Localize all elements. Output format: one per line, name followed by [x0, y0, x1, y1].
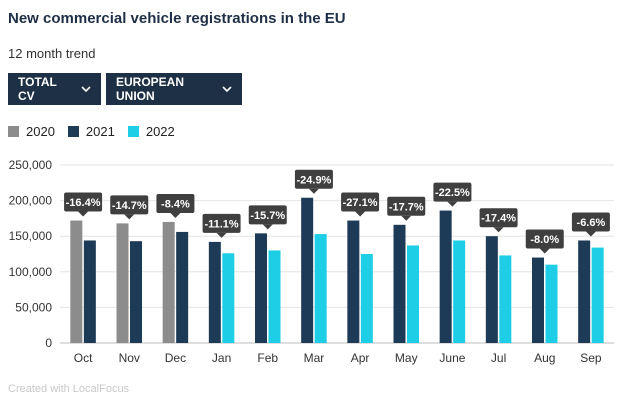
bar-2022-mar[interactable]	[314, 234, 327, 343]
change-label-bg	[202, 213, 241, 233]
change-label: -6.6%	[577, 217, 606, 229]
change-label: -22.5%	[435, 187, 470, 199]
x-tick-label: Apr	[351, 351, 370, 365]
chart-legend: 2020 2021 2022	[8, 124, 188, 139]
change-label-pointer	[124, 214, 135, 220]
change-label-bg	[525, 229, 564, 249]
change-label-pointer	[539, 248, 550, 254]
segment-dropdown[interactable]: TOTAL CV	[8, 73, 101, 105]
x-tick-label: Nov	[119, 351, 140, 365]
bar-2021-sep[interactable]	[578, 240, 591, 343]
y-tick-label: 150,000	[9, 229, 53, 243]
chart-title: New commercial vehicle registrations in …	[8, 10, 346, 27]
bar-2021-nov[interactable]	[130, 241, 142, 343]
x-tick-label: Aug	[534, 351, 555, 365]
change-label-pointer	[401, 215, 412, 221]
x-tick-label: Jul	[491, 351, 506, 365]
change-label-bg	[64, 192, 103, 212]
change-label-bg	[294, 169, 333, 189]
bar-2021-feb[interactable]	[255, 233, 267, 343]
change-label-pointer	[78, 211, 89, 217]
bar-2022-sep[interactable]	[591, 247, 604, 343]
chart-subtitle: 12 month trend	[8, 46, 96, 61]
bar-2021-oct[interactable]	[83, 240, 96, 343]
x-tick-label: Dec	[165, 351, 186, 365]
change-label: -17.4%	[481, 213, 516, 225]
change-label: -24.9%	[296, 174, 331, 186]
legend-label-2020: 2020	[26, 124, 55, 139]
bar-2021-apr[interactable]	[347, 220, 360, 343]
bar-2021-dec[interactable]	[176, 231, 189, 343]
legend-item-2020[interactable]: 2020	[8, 124, 55, 139]
change-label: -15.7%	[250, 210, 285, 222]
region-dropdown-label: EUROPEAN UNION	[116, 75, 185, 103]
change-label-bg	[110, 195, 149, 215]
change-label-pointer	[170, 212, 181, 218]
bar-2022-apr[interactable]	[360, 254, 373, 343]
region-dropdown[interactable]: EUROPEAN UNION	[106, 73, 242, 105]
y-tick-label: 250,000	[9, 158, 53, 172]
change-label-pointer	[216, 232, 227, 238]
bar-2021-mar[interactable]	[301, 197, 314, 343]
x-tick-label: Oct	[74, 351, 93, 365]
change-label-bg	[479, 208, 518, 228]
bar-2021-may[interactable]	[393, 224, 406, 343]
legend-swatch-2021	[67, 126, 79, 137]
change-label: -16.4%	[66, 197, 101, 209]
chevron-down-icon	[222, 83, 232, 95]
legend-label-2022: 2022	[145, 124, 175, 139]
y-tick-label: 0	[45, 336, 52, 350]
legend-swatch-2022	[127, 126, 139, 137]
bar-2021-aug[interactable]	[532, 257, 544, 343]
bar-2021-jul[interactable]	[485, 236, 498, 343]
y-tick-label: 100,000	[9, 265, 53, 279]
change-label-pointer	[355, 211, 366, 217]
bar-2022-feb[interactable]	[268, 250, 281, 343]
x-tick-label: Jan	[212, 351, 231, 365]
bar-2020-nov[interactable]	[116, 223, 129, 343]
change-label-bg	[433, 182, 472, 202]
change-label: -27.1%	[343, 197, 378, 209]
change-label: -17.7%	[389, 201, 424, 213]
bar-2020-oct[interactable]	[70, 220, 83, 343]
legend-item-2022[interactable]: 2022	[127, 124, 175, 139]
bar-2022-may[interactable]	[407, 245, 419, 343]
change-label-bg	[156, 193, 195, 213]
change-label-pointer	[447, 201, 458, 207]
y-tick-label: 200,000	[9, 194, 53, 208]
change-label-pointer	[585, 231, 596, 237]
segment-dropdown-label: TOTAL CV	[18, 75, 57, 103]
x-tick-label: May	[395, 351, 418, 365]
x-tick-label: Feb	[257, 351, 278, 365]
bar-2021-jan[interactable]	[208, 241, 221, 343]
change-label-bg	[341, 192, 380, 212]
x-tick-label: June	[439, 351, 465, 365]
legend-swatch-2020	[8, 126, 19, 137]
change-label-pointer	[262, 224, 273, 230]
bar-2022-aug[interactable]	[545, 264, 558, 343]
change-label-bg	[571, 212, 610, 232]
change-label: -8.0%	[530, 234, 559, 246]
y-tick-label: 50,000	[15, 300, 52, 314]
bar-2022-jul[interactable]	[499, 255, 512, 343]
change-label-bg	[248, 205, 287, 225]
legend-label-2021: 2021	[85, 124, 115, 139]
change-label-pointer	[493, 227, 504, 233]
chevron-down-icon	[81, 83, 91, 95]
x-tick-label: Mar	[304, 351, 325, 365]
footer-credit: Created with LocalFocus	[8, 383, 130, 395]
x-tick-label: Sep	[580, 351, 602, 365]
bar-2021-june[interactable]	[439, 210, 452, 343]
change-label: -8.4%	[161, 198, 190, 210]
bar-2020-dec[interactable]	[162, 221, 175, 343]
bar-2022-june[interactable]	[453, 240, 466, 343]
bar-2022-jan[interactable]	[222, 253, 235, 343]
legend-item-2021[interactable]: 2021	[67, 124, 115, 139]
change-label: -11.1%	[204, 218, 238, 230]
change-label-bg	[387, 196, 426, 216]
change-label: -14.7%	[112, 200, 147, 212]
change-label-pointer	[308, 188, 319, 194]
